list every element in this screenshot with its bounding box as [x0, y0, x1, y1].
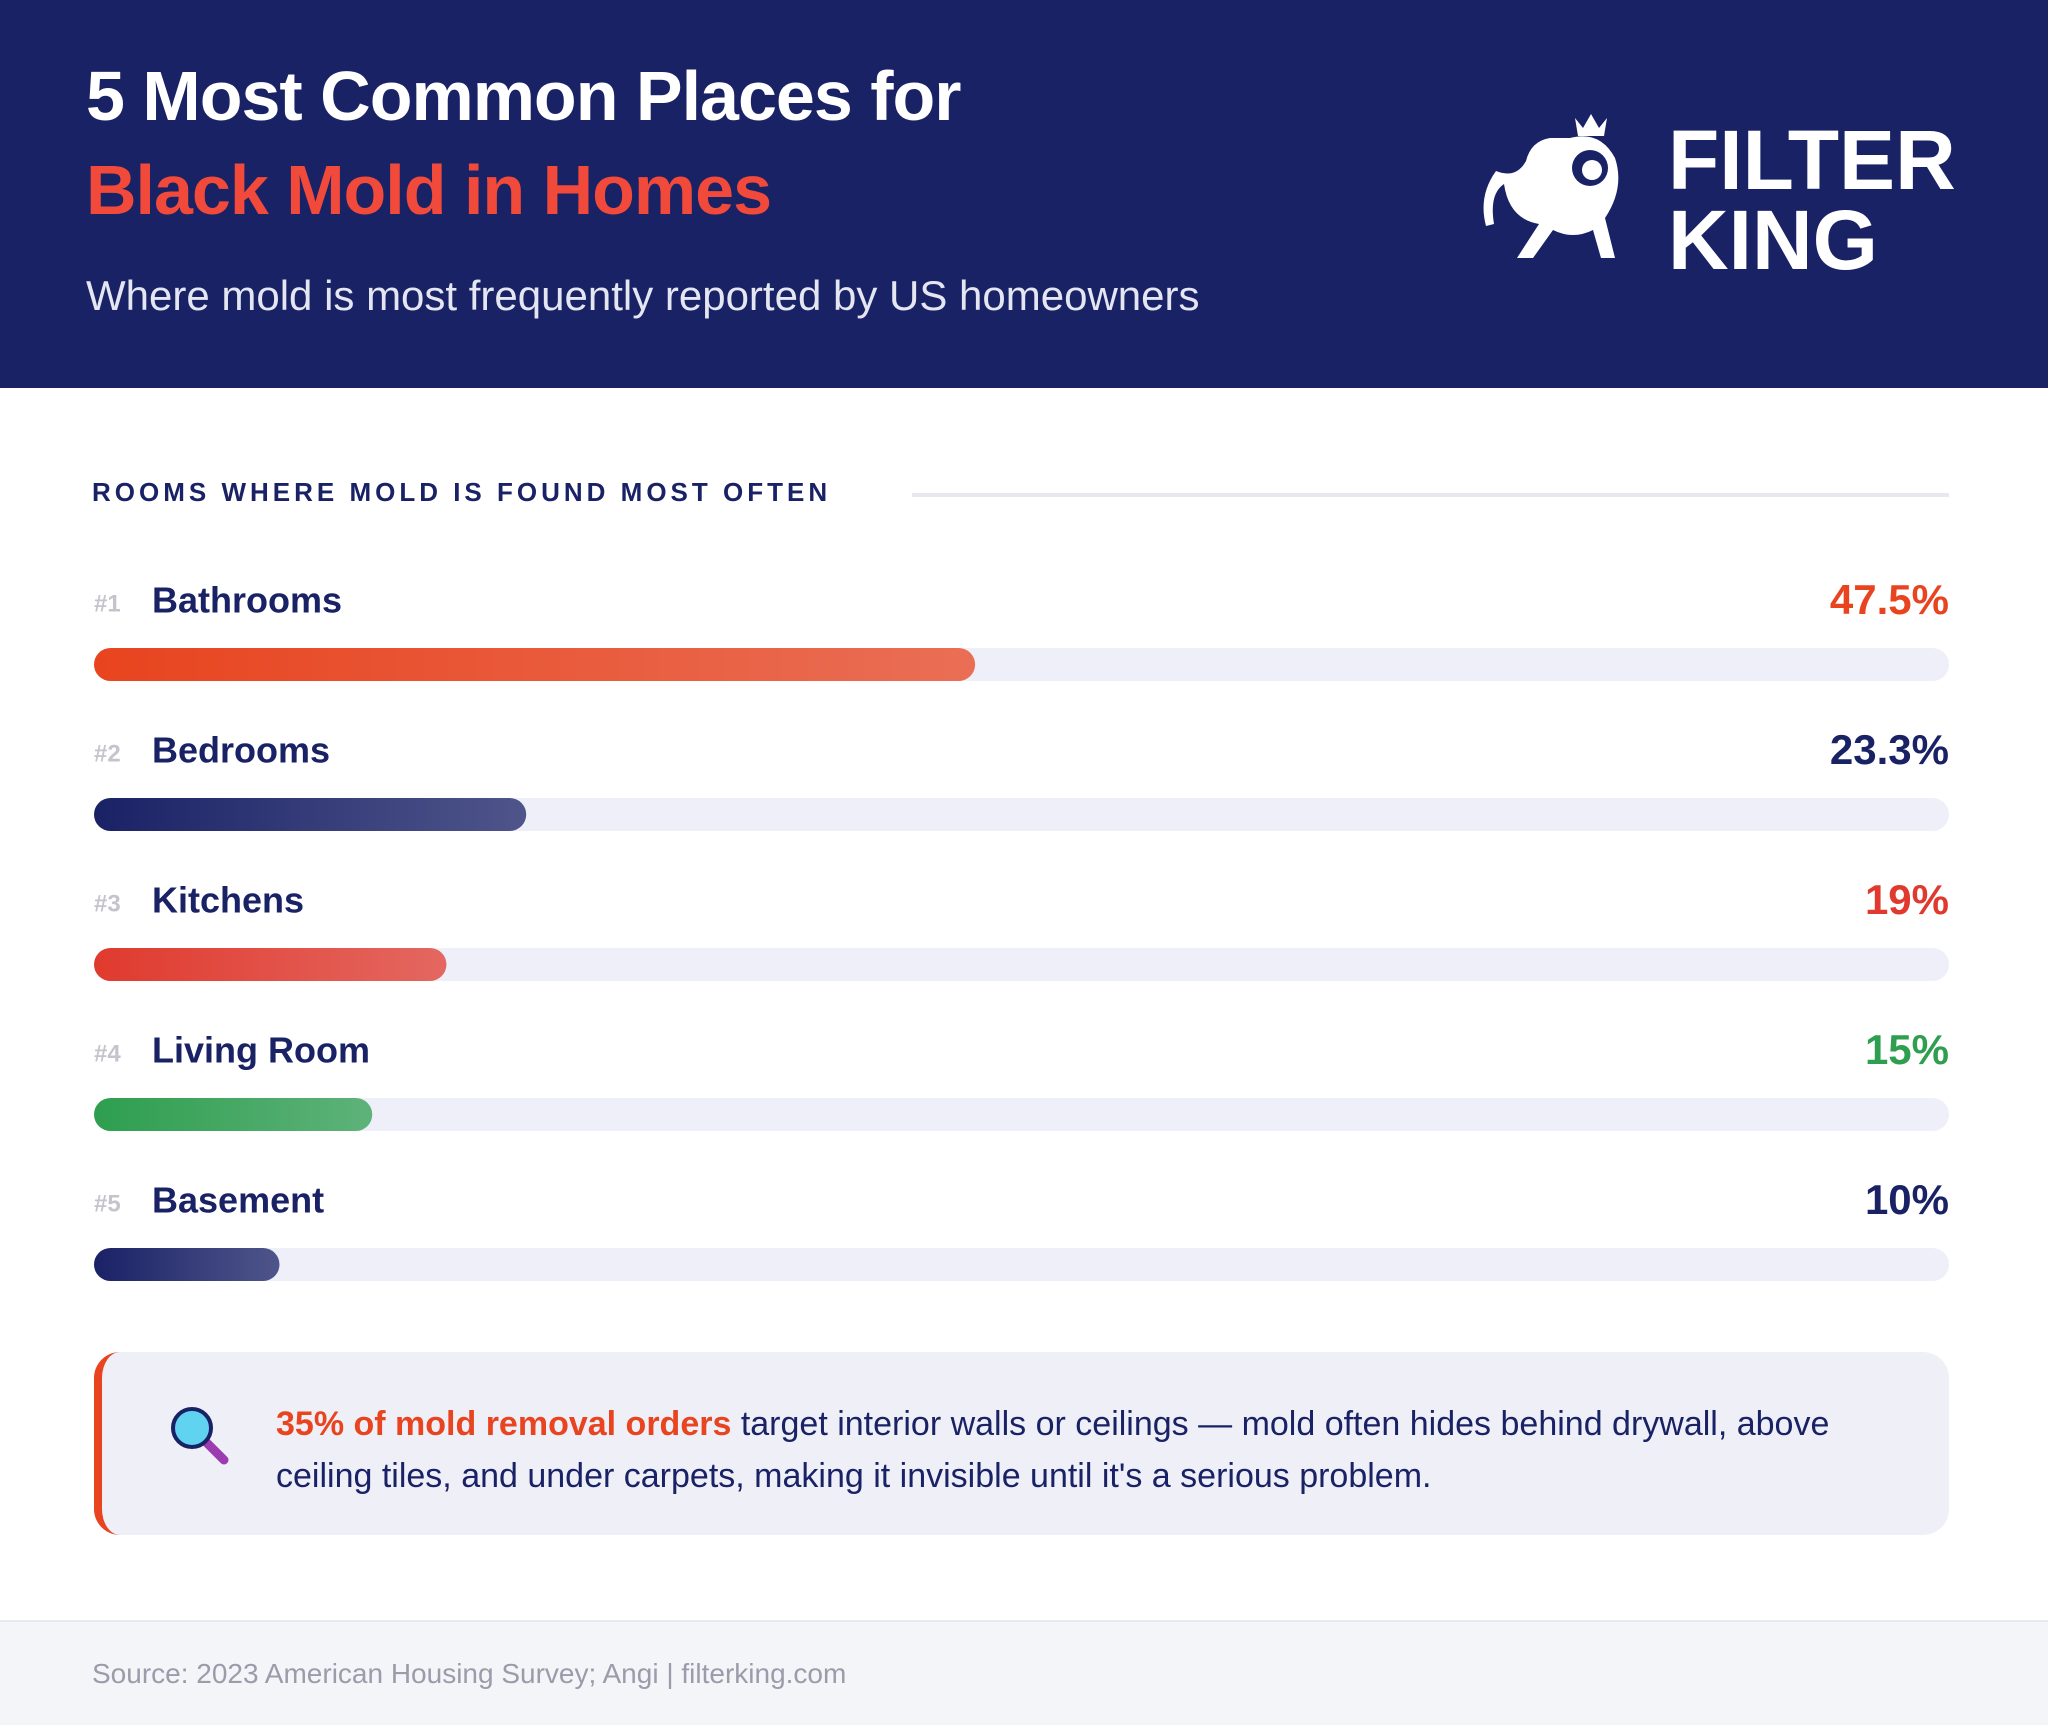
logo-text: KING — [1668, 193, 1878, 287]
category-label: Kitchens — [152, 880, 304, 921]
callout: 35% of mold removal orders target interi… — [94, 1352, 1949, 1535]
value-label: 47.5% — [1830, 576, 1949, 623]
bar-track — [94, 948, 1949, 981]
rank: #4 — [94, 1040, 121, 1067]
bar-track — [94, 798, 1949, 831]
bar-track — [94, 1098, 1949, 1131]
category-label: Basement — [152, 1180, 324, 1221]
value-label: 23.3% — [1830, 726, 1949, 773]
subtitle: Where mold is most frequently reported b… — [86, 272, 1200, 319]
bar — [94, 798, 527, 831]
logo-lion — [1483, 114, 1619, 258]
bar — [94, 1248, 280, 1281]
magnifier-icon — [171, 1407, 229, 1465]
callout-body: target interior walls or ceilings — mold… — [276, 1405, 1830, 1495]
bar — [94, 648, 976, 681]
callout-text: 35% of mold removal orders target interi… — [276, 1398, 1906, 1502]
category-label: Bedrooms — [152, 730, 330, 771]
rank: #1 — [94, 590, 121, 617]
bar — [94, 1098, 373, 1131]
logo-text: FILTER — [1668, 113, 1956, 207]
title: 5 Most Common Places for — [86, 57, 962, 135]
source: Source: 2023 American Housing Survey; An… — [92, 1658, 847, 1689]
value-label: 10% — [1865, 1176, 1949, 1223]
category-label: Bathrooms — [152, 580, 342, 621]
value-label: 15% — [1865, 1026, 1949, 1073]
bar-track — [94, 1248, 1949, 1281]
chart: ROOMS WHERE MOLD IS FOUND MOST OFTEN #1 B… — [92, 477, 1949, 1281]
rank: #5 — [94, 1190, 121, 1217]
rank: #3 — [94, 890, 121, 917]
header: 5 Most Common Places for Black Mold in H… — [0, 0, 2048, 388]
category-label: Living Room — [152, 1030, 370, 1071]
bar — [94, 948, 447, 981]
value-label: 19% — [1865, 876, 1949, 923]
chart-title: ROOMS WHERE MOLD IS FOUND MOST OFTEN — [92, 477, 831, 507]
footer: Source: 2023 American Housing Survey; An… — [0, 1620, 2048, 1725]
title-highlight: Black Mold in Homes — [86, 151, 772, 229]
rank: #2 — [94, 740, 121, 767]
callout-highlight: 35% of mold removal orders — [276, 1405, 732, 1443]
